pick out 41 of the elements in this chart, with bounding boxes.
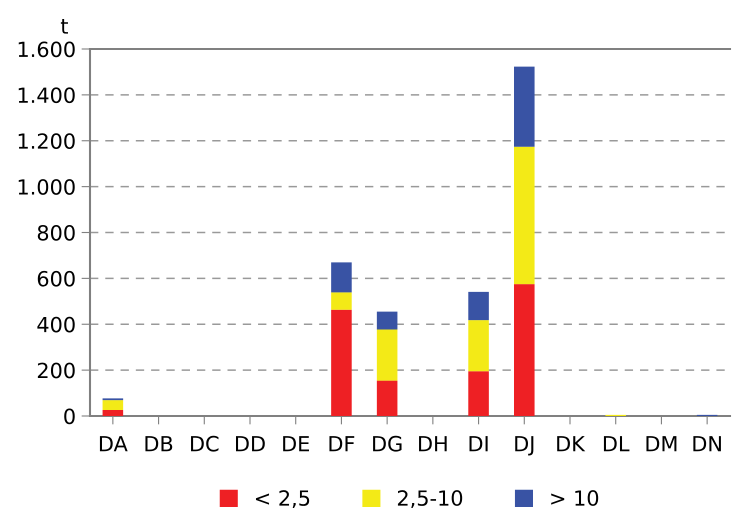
bar [468,371,489,416]
y-tick-label: 1.400 [18,87,75,104]
x-tick-label: DA [100,436,128,452]
x-tick-label: DM [646,436,676,452]
y-tick-label: 600 [38,270,75,287]
bar [376,380,398,416]
bar [331,262,352,292]
legend-label: > 10 [551,490,598,506]
bar [514,66,535,147]
y-tick-label: 0 [64,408,75,424]
x-tick-label: DN [693,436,721,452]
x-tick-label: DJ [515,436,534,456]
bar [102,400,124,410]
legend-label: 2,5-10 [398,490,462,508]
x-tick-label: DG [373,436,402,452]
x-tick-label: DC [191,436,218,452]
x-tick-label: DB [145,436,172,452]
x-tick-label: DK [557,436,586,452]
y-tick-label: 200 [38,362,75,378]
bar [514,284,535,416]
y-tick-label: 800 [38,224,75,241]
legend-label: < 2,5 [256,490,310,508]
bar [376,330,398,381]
bar [468,292,489,320]
x-tick-label: DL [604,436,630,452]
x-tick-label: DH [419,436,447,452]
y-axis-title: t [60,19,68,34]
bar [102,410,124,416]
bar [331,292,352,310]
y-tick-label: 1.200 [18,133,75,149]
bar [468,320,489,372]
x-tick-label: DF [329,436,354,452]
bar [331,310,352,416]
bar [514,146,535,284]
y-tick-label: 1.600 [18,41,75,58]
y-tick-label: 400 [37,316,75,332]
x-tick-label: DE [283,436,309,452]
y-tick-label: 1.000 [18,179,75,195]
x-tick-label: DI [470,436,488,452]
bar [376,312,398,330]
x-tick-label: DD [236,436,265,452]
